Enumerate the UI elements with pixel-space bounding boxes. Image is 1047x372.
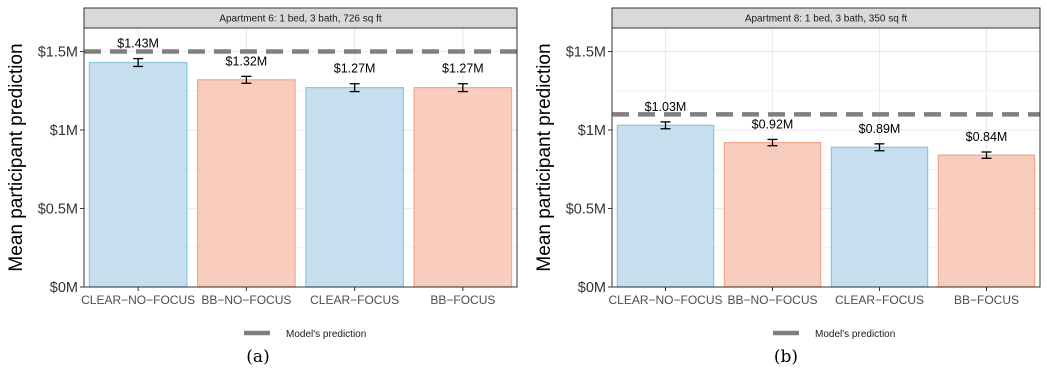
y-tick-label: $0.5M [566,202,606,218]
bar-bb-focus [413,87,513,288]
bar-value-label: $1.27M [442,62,484,76]
bar-clear-focus [305,87,404,288]
bar-value-label: $1.32M [226,54,268,68]
chart-panel-b: $1.03M $0.92M $0.89M $0.84M Apartment 8: 1 b… [534,7,1041,307]
bar-value-label: $1.03M [645,100,687,114]
panel-caption-a: (a) [246,347,269,367]
facet-title: Apartment 6: 1 bed, 3 bath, 726 sq ft [219,14,382,25]
bar-bb-no-focus [197,79,296,288]
bar-bb-no-focus [723,141,822,288]
legend-label-right: Model's prediction [815,329,895,340]
y-tick-label: $1.5M [566,45,606,61]
bar-value-label: $0.89M [859,122,901,136]
x-tick-label: BB−FOCUS [430,293,495,307]
y-axis-label: Mean participant prediction [6,43,27,271]
x-tick-label: BB−NO−FOCUS [201,293,291,307]
x-tick-label: CLEAR−FOCUS [310,293,399,307]
error-bar [457,83,468,93]
facet-title: Apartment 8: 1 bed, 3 bath, 350 sq ft [745,14,908,25]
chart-panel-a: $1.43M $1.32M $1.27M $1.27M Apartment 6: 1 b… [6,7,518,307]
facet-strip [83,7,518,29]
x-tick-label: BB−NO−FOCUS [727,293,817,307]
x-tick-label: BB−FOCUS [954,293,1019,307]
bar-value-label: $1.27M [334,62,376,76]
error-bar [874,143,885,152]
facet-strip [611,7,1041,29]
bar-clear-no-focus [88,61,188,288]
y-tick-label: $1M [50,123,78,139]
y-tick-label: $0.5M [38,202,78,218]
error-bar [349,83,360,93]
panel-caption-b: (b) [774,347,798,367]
bar-value-label: $0.84M [966,130,1008,144]
error-bar [981,151,992,159]
y-tick-label: $1.5M [38,45,78,61]
y-tick-label: $1M [578,123,606,139]
bar-clear-no-focus [616,124,715,288]
error-bar [660,121,671,130]
legend: Model's prediction Model's prediction [244,329,895,340]
x-tick-label: CLEAR−NO−FOCUS [608,293,722,307]
legend-label-left: Model's prediction [286,329,366,340]
x-tick-label: CLEAR−FOCUS [835,293,924,307]
bar-value-label: $0.92M [752,117,794,131]
bar-clear-focus [830,146,929,288]
y-tick-label: $0M [578,280,606,296]
error-bar [133,57,144,68]
error-bar [767,138,778,147]
bar-value-label: $1.43M [117,37,159,51]
error-bar [241,75,252,84]
x-tick-label: CLEAR−NO−FOCUS [81,293,195,307]
y-tick-label: $0M [50,280,78,296]
y-axis-label: Mean participant prediction [534,43,555,271]
bar-bb-focus [937,154,1036,288]
